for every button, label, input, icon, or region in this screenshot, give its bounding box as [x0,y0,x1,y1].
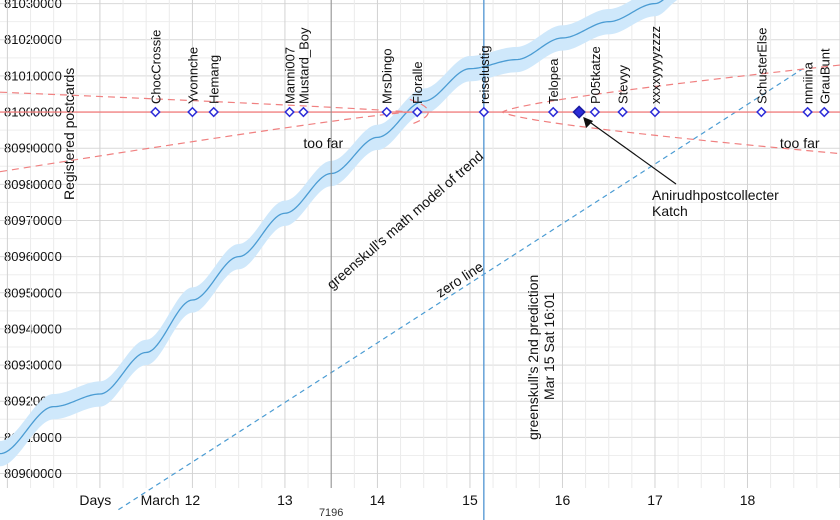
y-tick-label: 81030000 [4,0,62,11]
prediction-name-label: Hemang [207,55,222,104]
prediction-name-label: Floralle [410,61,425,104]
prediction-point [818,106,830,118]
trend-band [0,0,678,467]
prediction-point [381,106,392,118]
highlight-label-line2: Katch [652,203,688,219]
x-tick-label: 16 [555,492,571,508]
x-tick-label: 12 [185,492,201,508]
x-tick-label: Days [79,492,111,508]
zero-line [118,68,804,511]
prediction-name-label: Manni007 [283,47,298,104]
trend-line [0,0,664,455]
cone-left-cap [409,98,429,126]
prediction-name-label: Mustard_Boy [296,27,311,104]
x-extra-label: 7196 [319,507,343,519]
y-tick-label: 80980000 [4,177,62,192]
highlight-arrow-line [583,117,677,185]
x-tick-label: 13 [277,492,293,508]
y-tick-label: 80940000 [4,321,62,336]
y-tick-label: 80960000 [4,249,62,264]
prediction-label-line2: Mar 15 Sat 16:01 [541,292,557,400]
x-tick-label: 17 [647,492,663,508]
too-far-label: too far [303,135,343,151]
prediction-name-label: GrauBunt [817,48,832,104]
too-far-label: too far [780,135,820,151]
prediction-point [150,106,161,118]
prediction-point [478,106,490,118]
prediction-name-label: MrsDingo [380,48,395,104]
prediction-name-label: nnniina [801,61,816,104]
prediction-name-label: ChocCrossie [148,30,163,104]
y-tick-label: 80990000 [4,141,62,156]
prediction-name-label: reiselustig [477,46,492,105]
x-tick-label: 14 [370,492,386,508]
highlight-point [572,105,586,119]
prediction-point [284,106,295,118]
prediction-point [649,106,661,118]
prediction-name-label: SchusterElse [754,27,769,104]
prediction-name-label: Yvonnche [185,47,200,104]
prediction-name-label: Telopea [546,58,561,104]
prediction-point [187,106,198,118]
x-tick-label: 18 [740,492,756,508]
prediction-point [411,106,423,118]
y-tick-label: 80950000 [4,285,62,300]
y-axis-title: Registered postcards [61,68,77,200]
y-tick-label: 81020000 [4,32,62,47]
prediction-label-line1: greenskull's 2nd prediction [525,275,541,440]
prediction-point [617,106,628,118]
prediction-name-label: P05tkatze [588,46,603,104]
x-tick-label: 15 [462,492,478,508]
prediction-point [547,106,559,118]
highlight-label-line1: Anirudhpostcollecter [652,187,779,203]
prediction-point [208,106,220,118]
y-tick-label: 80970000 [4,213,62,228]
highlight-arrow-head [583,117,594,129]
prediction-point [756,106,767,118]
y-tick-label: 80930000 [4,358,62,373]
x-tick-label: March [141,492,180,508]
zero-line-label: zero line [433,258,486,300]
y-tick-label: 80900000 [4,466,62,481]
prediction-name-label: Stevyy [616,65,631,105]
prediction-name-label: xxxxyyyyzzzz [648,26,663,104]
y-tick-label: 81010000 [4,68,62,83]
prediction-point [298,106,309,118]
prediction-point [589,106,601,118]
cone-right [501,64,840,155]
prediction-point [802,106,813,118]
